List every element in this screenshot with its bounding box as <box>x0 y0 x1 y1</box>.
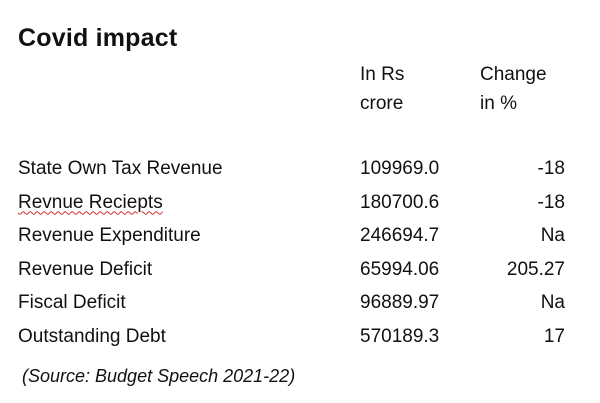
row-label: Fiscal Deficit <box>18 292 126 314</box>
row-change: -18 <box>537 191 565 213</box>
table-row: Fiscal Deficit 96889.97 Na <box>18 290 578 324</box>
row-amount: 180700.6 <box>360 191 440 213</box>
row-change: 17 <box>543 325 565 347</box>
amount-header-line1: In Rs <box>360 64 405 85</box>
row-label: Revenue Expenditure <box>18 225 201 247</box>
impact-table: State Own Tax Revenue 109969.0 -18 Revnu… <box>18 156 578 358</box>
page-title: Covid impact <box>18 24 178 52</box>
row-label: State Own Tax Revenue <box>18 158 223 179</box>
change-header-line2: in % <box>480 93 517 114</box>
table-row: Revnue Reciepts 180700.6 -18 <box>18 190 578 224</box>
row-change: Na <box>540 225 565 247</box>
table-row: Outstanding Debt 570189.3 17 <box>18 324 578 358</box>
row-amount: 246694.7 <box>360 225 440 247</box>
table-row: State Own Tax Revenue 109969.0 -18 <box>18 156 578 190</box>
row-label-misspelled: Revnue Reciepts <box>18 191 163 213</box>
amount-header-line2: crore <box>360 93 404 114</box>
row-amount: 570189.3 <box>360 325 440 347</box>
row-label: Outstanding Debt <box>18 325 166 347</box>
row-label: Revenue Deficit <box>18 258 153 280</box>
row-amount: 65994.06 <box>360 258 440 280</box>
row-amount: 109969.0 <box>360 158 440 179</box>
change-header-line1: Change <box>480 64 547 85</box>
row-amount: 96889.97 <box>360 292 440 314</box>
table-row: Revenue Expenditure 246694.7 Na <box>18 223 578 257</box>
amount-column-header: In Rs crore <box>360 60 404 118</box>
source-note: (Source: Budget Speech 2021-22) <box>22 366 296 386</box>
table-row: Revenue Deficit 65994.06 205.27 <box>18 257 578 291</box>
row-change: Na <box>540 292 565 314</box>
change-column-header: Change in % <box>480 60 547 118</box>
row-change: 205.27 <box>506 258 565 280</box>
row-change: -18 <box>537 158 565 179</box>
